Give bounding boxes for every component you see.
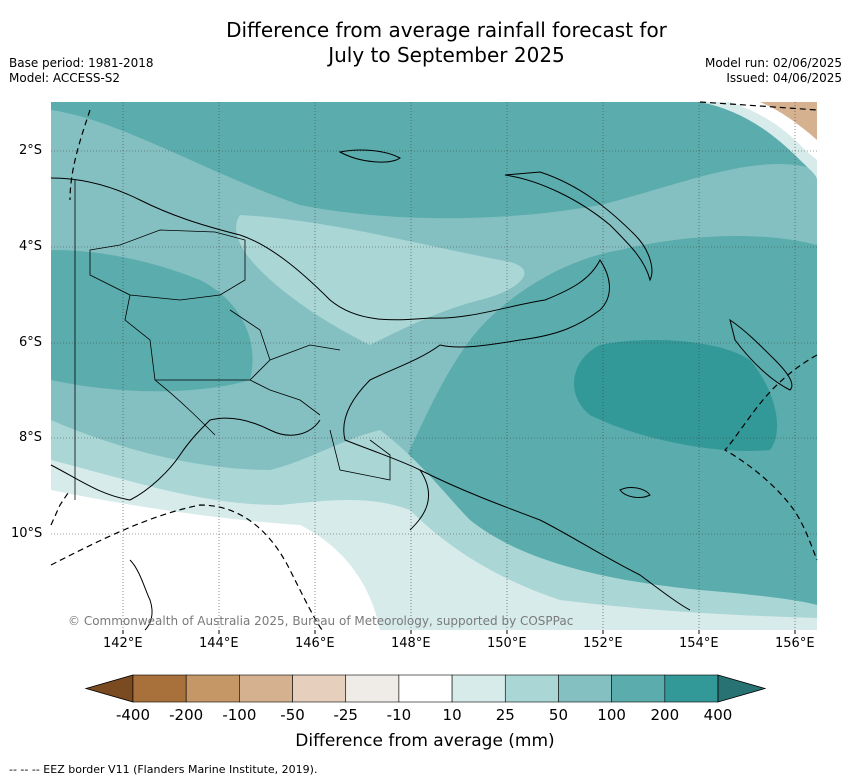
lon-label-148e: 148°E [391,636,431,651]
map-title: Difference from average rainfall forecas… [0,18,850,68]
meta-left: Base period: 1981-2018 Model: ACCESS-S2 [9,56,154,86]
base-period: Base period: 1981-2018 [9,56,154,70]
colorbar-tick-label: 100 [597,706,626,724]
coastlines [50,149,793,631]
model-run: Model run: 02/06/2025 [704,56,842,70]
lat-label-10s: 10°S [11,526,43,541]
meta-right: Model run: 02/06/2025 Issued: 04/06/2025 [705,56,842,86]
colorbar-tick-label: -10 [386,706,412,724]
lat-label-4s: 4°S [19,239,43,254]
axis-ticks [122,630,796,634]
lon-label-142e: 142°E [103,636,143,651]
graticule [51,102,817,630]
copyright-notice: © Commonwealth of Australia 2025, Bureau… [68,614,574,628]
issued-date: Issued: 04/06/2025 [726,71,842,85]
colorbar-tick-label: -25 [333,706,358,724]
lat-label-6s: 6°S [19,335,43,350]
lat-label-8s: 8°S [19,430,43,445]
lat-label-2s: 2°S [19,143,43,158]
colorbar-tick-label: 200 [650,706,680,724]
model-name: Model: ACCESS-S2 [9,71,121,85]
lon-label-154e: 154°E [679,636,719,651]
colorbar-label: Difference from average (mm) [295,731,555,751]
title-line-1: Difference from average rainfall forecas… [226,18,667,42]
eez-borders [50,101,818,631]
colorbar-tick-label: -200 [169,706,204,724]
colorbar-tick-label: -100 [222,706,257,724]
colorbar-tick-label: -400 [115,706,151,724]
lon-label-146e: 146°E [295,636,335,651]
colorbar-tick-label: 10 [442,706,462,724]
colorbar-tick-label: 400 [703,706,733,724]
eez-legend: -- -- -- EEZ border V11 (Flanders Marine… [9,763,318,776]
lon-label-150e: 150°E [487,636,527,651]
colorbar-tick-label: -50 [280,706,305,724]
lon-label-144e: 144°E [199,636,239,651]
lon-label-152e: 152°E [583,636,623,651]
title-line-2: July to September 2025 [328,43,565,67]
lon-label-156e: 156°E [775,636,815,651]
colorbar-tick-label: 25 [495,706,515,724]
colorbar-tick-label: 50 [548,706,568,724]
province-borders [74,180,391,500]
rainfall-contours [51,102,817,630]
